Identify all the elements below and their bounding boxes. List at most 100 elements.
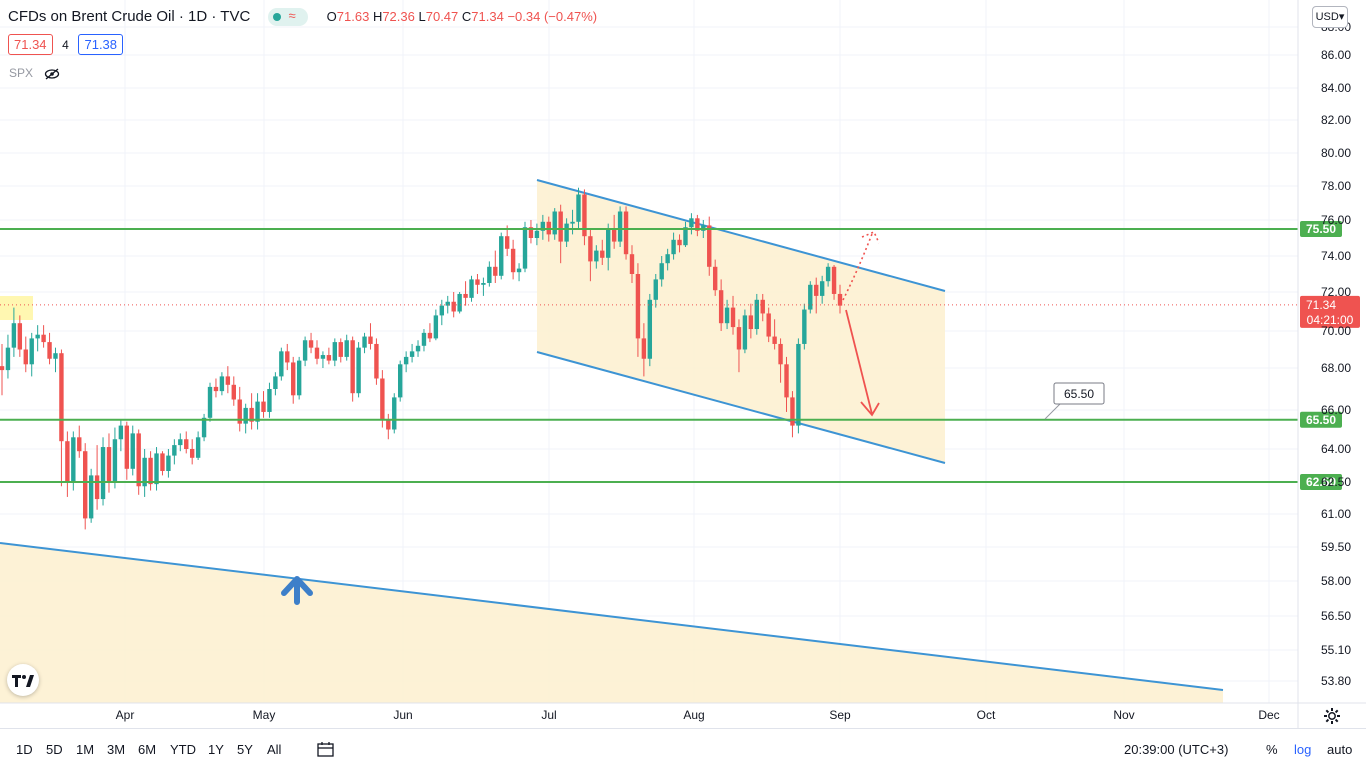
candle-body: [831, 266, 837, 294]
eye-hidden-icon[interactable]: [44, 68, 60, 80]
candle-body: [570, 221, 575, 224]
candle-body: [392, 397, 397, 430]
candle-body: [594, 250, 599, 262]
candle-body: [748, 315, 754, 330]
tradingview-logo[interactable]: [7, 664, 39, 696]
time-tick-label: Dec: [1258, 708, 1279, 722]
candle-body: [397, 364, 403, 398]
bottom-toolbar: 1D 5D 1M 3M 6M YTD 1Y 5Y All 20:39:00 (U…: [0, 728, 1366, 769]
candle-body: [189, 449, 195, 458]
price-tick-label: 72.00: [1321, 285, 1351, 299]
range-5d[interactable]: 5D: [46, 742, 63, 757]
candle-body: [59, 353, 64, 442]
candle-body: [493, 266, 498, 276]
candle-body: [784, 364, 789, 398]
candle-body: [534, 230, 540, 238]
candle-body: [326, 355, 332, 361]
candle-body: [47, 342, 52, 359]
range-all[interactable]: All: [267, 742, 282, 757]
candle-body: [403, 356, 409, 365]
spread-value: 4: [62, 38, 69, 52]
candle-body: [53, 353, 58, 359]
candle-body: [409, 351, 415, 357]
currency-select[interactable]: USD▾: [1312, 6, 1348, 28]
candle-body: [136, 433, 141, 487]
candle-body: [659, 263, 664, 280]
candle-body: [790, 397, 795, 426]
candle-body: [552, 211, 557, 235]
sell-button[interactable]: 71.34: [8, 34, 53, 55]
market-status-pill[interactable]: ≈: [268, 8, 309, 27]
price-tick-label: 86.00: [1321, 48, 1351, 62]
time-tick-label: Apr: [116, 708, 135, 722]
candle-body: [112, 439, 118, 482]
candle-body: [600, 250, 605, 258]
candle-body: [308, 340, 314, 348]
candle-body: [225, 376, 231, 385]
price-tick-label: 58.00: [1321, 574, 1351, 588]
price-tick-label: 64.00: [1321, 442, 1351, 456]
auto-scale-toggle[interactable]: auto: [1327, 742, 1353, 757]
symbol-title[interactable]: CFDs on Brent Crude Oil · 1D · TVC: [8, 8, 251, 25]
range-1y[interactable]: 1Y: [208, 742, 224, 757]
bullish-arrowhead-icon: [861, 230, 880, 244]
compare-series[interactable]: SPX: [9, 66, 60, 80]
up-arrow-icon: [281, 576, 313, 605]
candle-body: [522, 227, 528, 269]
candle-body: [707, 225, 712, 267]
range-6m[interactable]: 6M: [138, 742, 157, 757]
candle-body: [279, 351, 284, 377]
candle-body: [83, 451, 88, 519]
level-price-label: 75.50: [1306, 222, 1336, 236]
candle-body: [540, 221, 546, 231]
price-tick-label: 70.00: [1321, 324, 1351, 338]
candle-body: [124, 425, 130, 469]
candle-body: [195, 437, 201, 458]
highlight-box: [0, 296, 33, 320]
candle-body: [754, 299, 759, 330]
candle-body: [17, 323, 23, 350]
candle-body: [118, 425, 124, 440]
level-price-label: 65.50: [1306, 413, 1336, 427]
candle-body: [481, 283, 486, 285]
candle-body: [802, 309, 807, 344]
buy-button[interactable]: 71.38: [78, 34, 124, 55]
candle-body: [184, 439, 189, 449]
time-tick-label: Jul: [541, 708, 556, 722]
candle-body: [796, 343, 801, 426]
callout-box: [1053, 382, 1105, 405]
candle-body: [516, 268, 522, 273]
chart-legend: CFDs on Brent Crude Oil · 1D · TVC ≈ O71…: [8, 8, 597, 27]
range-5y[interactable]: 5Y: [237, 742, 253, 757]
percent-scale-toggle[interactable]: %: [1266, 742, 1278, 757]
candle-body: [35, 334, 40, 339]
candle-body: [653, 279, 658, 300]
price-tick-label: 82.00: [1321, 113, 1351, 127]
candle-body: [439, 305, 445, 316]
candle-body: [249, 407, 254, 422]
delay-wave-icon: ≈: [288, 8, 296, 24]
channel-lower-line: [536, 351, 946, 464]
price-tick-label: 74.00: [1321, 249, 1351, 263]
log-scale-toggle[interactable]: log: [1294, 742, 1312, 757]
candle-body: [100, 447, 106, 500]
range-1m[interactable]: 1M: [76, 742, 95, 757]
date-range-icon[interactable]: [317, 741, 335, 757]
settings-gear-icon[interactable]: [1322, 706, 1342, 726]
range-ytd[interactable]: YTD: [170, 742, 196, 757]
candle-body: [582, 194, 587, 237]
range-3m[interactable]: 3M: [107, 742, 126, 757]
range-1d[interactable]: 1D: [16, 742, 33, 757]
candle-body: [712, 266, 718, 291]
candle-body: [273, 376, 278, 389]
clock-time[interactable]: 20:39:00 (UTC+3): [1124, 742, 1229, 757]
price-tick-label: 76.00: [1321, 213, 1351, 227]
candle-body: [130, 433, 135, 469]
bar-countdown-label: 04:21:00: [1307, 313, 1354, 327]
candle-body: [0, 366, 5, 371]
candle-body: [380, 378, 385, 420]
candle-body: [243, 407, 248, 424]
candle-body: [647, 299, 653, 359]
candle-body: [344, 340, 349, 357]
